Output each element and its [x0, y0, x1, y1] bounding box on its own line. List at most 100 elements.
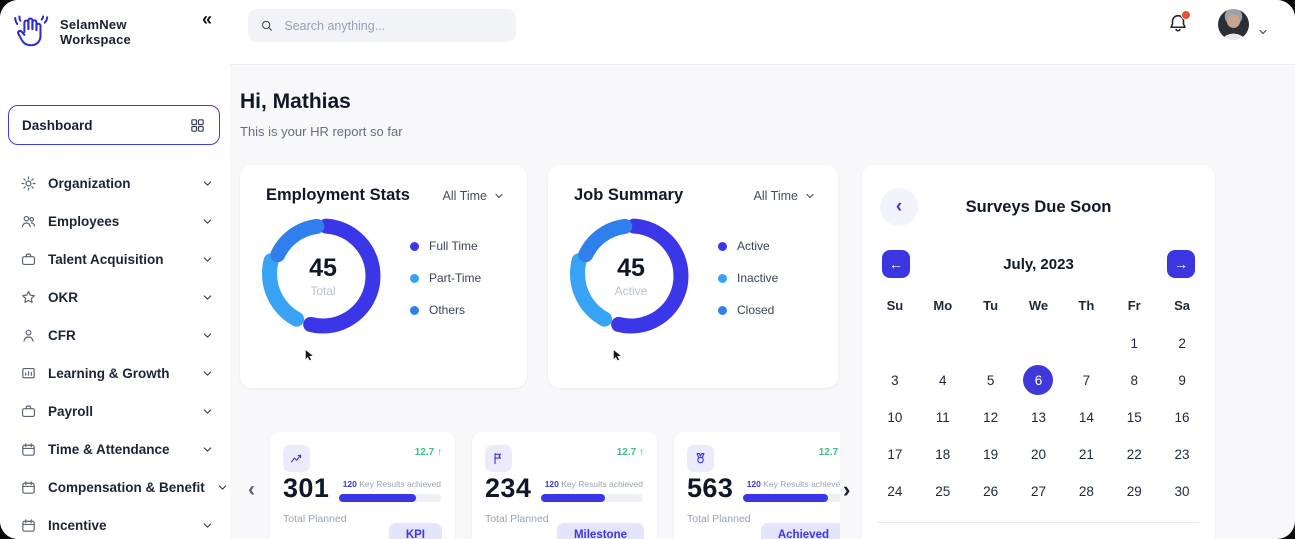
time-filter-dropdown[interactable]: All Time	[443, 189, 505, 203]
search-input[interactable]	[282, 17, 504, 34]
calendar-day-header: Tu	[983, 298, 999, 313]
sidebar-collapse-button[interactable]: «	[202, 9, 213, 29]
okr-total-label: Total Planned	[485, 513, 549, 525]
donut-total-value: 45	[617, 254, 645, 282]
okr-card-milestone[interactable]: 12.7 ↑ 234 Total Planned 120 Key Results ac…	[472, 432, 657, 539]
sidebar-item-label: Compensation & Benefit	[48, 479, 205, 495]
okr-card-achieved[interactable]: 12.7 ↑ 563 Total Planned 120 Key Results ac…	[674, 432, 840, 539]
calendar-day-4[interactable]: 4	[939, 372, 947, 388]
employment-donut-chart: 45 Total	[256, 209, 390, 343]
category-badge[interactable]: Milestone	[556, 523, 644, 539]
time-filter-value: All Time	[442, 188, 487, 203]
key-results-achieved: 120 Key Results achieved	[747, 479, 840, 489]
okr-card-kpi[interactable]: 12.7 ↑ 301 Total Planned 120 Key Results ac…	[270, 432, 455, 539]
card-title: Employment Stats	[266, 186, 410, 204]
sidebar-item-payroll[interactable]: Payroll	[0, 392, 230, 430]
back-button[interactable]: ‹	[880, 188, 918, 226]
calendar-day-17[interactable]: 17	[887, 446, 903, 462]
calendar-day-27[interactable]: 27	[1030, 483, 1046, 499]
sidebar: SelamNew Workspace « Dashboard Organizat…	[0, 0, 230, 539]
legend-item-others: Others	[410, 303, 481, 317]
next-month-button[interactable]: →	[1167, 250, 1195, 278]
calendar-day-header: Sa	[1174, 298, 1191, 313]
calendar-day-16[interactable]: 16	[1174, 409, 1190, 425]
sidebar-item-talent-acquisition[interactable]: Talent Acquisition	[0, 240, 230, 278]
delta-badge: 12.7 ↑	[414, 447, 442, 458]
chevron-down-icon	[493, 190, 505, 202]
calendar-cell-empty	[1015, 328, 1063, 358]
mouse-cursor-icon	[303, 349, 316, 364]
time-filter-dropdown[interactable]: All Time	[754, 189, 816, 203]
calendar-day-14[interactable]: 14	[1078, 409, 1094, 425]
legend-dot	[718, 305, 727, 315]
user-avatar[interactable]	[1218, 9, 1249, 40]
calendar-day-10[interactable]: 10	[887, 409, 903, 425]
star-icon	[20, 289, 37, 306]
surveys-due-soon-card: ‹ Surveys Due Soon ← July, 2023 → Su Mo Tu…	[862, 165, 1215, 539]
prev-month-button[interactable]: ←	[882, 250, 910, 278]
notification-bell-icon[interactable]	[1167, 10, 1191, 34]
calendar-day-3[interactable]: 3	[891, 372, 899, 388]
chevron-down-icon	[201, 405, 214, 418]
person-icon	[20, 327, 37, 344]
legend-item-active: Active	[718, 239, 778, 253]
chevron-down-icon	[804, 190, 816, 202]
search-box[interactable]	[248, 9, 516, 42]
calendar-day-26[interactable]: 26	[983, 483, 999, 499]
achieved-label: Key Results achieved	[359, 479, 441, 489]
achieved-label: Key Results achieved	[763, 479, 840, 489]
chevron-down-icon	[201, 215, 214, 228]
sidebar-item-incentive[interactable]: Incentive	[0, 506, 230, 539]
calendar-day-25[interactable]: 25	[935, 483, 951, 499]
sidebar-item-employees[interactable]: Employees	[0, 202, 230, 240]
sidebar-item-time-and-attendance[interactable]: Time & Attendance	[0, 430, 230, 468]
calendar-day-28[interactable]: 28	[1078, 483, 1094, 499]
legend-item-part-time: Part-Time	[410, 271, 481, 285]
legend-dot	[410, 305, 419, 315]
calendar-day-22[interactable]: 22	[1126, 446, 1142, 462]
category-badge[interactable]: KPI	[388, 523, 442, 539]
chevron-down-icon	[201, 177, 214, 190]
calendar-day-19[interactable]: 19	[983, 446, 999, 462]
okr-total-label: Total Planned	[283, 513, 347, 525]
calendar-day-23[interactable]: 23	[1174, 446, 1190, 462]
calendar-day-13[interactable]: 13	[1030, 409, 1046, 425]
calendar-day-21[interactable]: 21	[1078, 446, 1094, 462]
user-menu-chevron-icon[interactable]	[1257, 26, 1269, 38]
sidebar-item-learning-and-growth[interactable]: Learning & Growth	[0, 354, 230, 392]
grid-icon	[189, 117, 206, 134]
calendar-day-1[interactable]: 1	[1130, 335, 1138, 351]
okr-total-value: 234	[485, 473, 532, 503]
donut-segment	[573, 218, 689, 334]
calendar-day-8[interactable]: 8	[1130, 372, 1138, 388]
briefcase-icon	[20, 251, 37, 268]
sidebar-item-compensation-and-benefit[interactable]: Compensation & Benefit	[0, 468, 230, 506]
calendar-day-headers: Su Mo Tu We Th Fr Sa	[871, 298, 1206, 313]
legend-item-closed: Closed	[718, 303, 778, 317]
calendar-day-15[interactable]: 15	[1126, 409, 1142, 425]
sidebar-item-organization[interactable]: Organization	[0, 164, 230, 202]
legend-item-inactive: Inactive	[718, 271, 778, 285]
sidebar-item-cfr[interactable]: CFR	[0, 316, 230, 354]
calendar-day-18[interactable]: 18	[935, 446, 951, 462]
calendar-day-9[interactable]: 9	[1178, 372, 1186, 388]
calendar-day-11[interactable]: 11	[935, 409, 950, 425]
calendar-day-20[interactable]: 20	[1030, 446, 1046, 462]
progress-bar	[339, 494, 441, 502]
key-results-achieved: 120 Key Results achieved	[343, 479, 441, 489]
sidebar-item-okr[interactable]: OKR	[0, 278, 230, 316]
calendar-day-selected[interactable]: 6	[1023, 365, 1054, 395]
calendar-day-header: Mo	[933, 298, 953, 313]
calendar-day-5[interactable]: 5	[986, 372, 995, 388]
sidebar-item-dashboard[interactable]: Dashboard	[8, 105, 220, 145]
carousel-next-icon[interactable]: ›	[843, 477, 851, 502]
category-badge[interactable]: Achieved	[760, 523, 840, 539]
carousel-prev-icon[interactable]: ‹	[248, 478, 255, 501]
calendar-day-7[interactable]: 7	[1082, 372, 1091, 388]
calendar-day-29[interactable]: 29	[1126, 483, 1142, 499]
calendar-day-2[interactable]: 2	[1178, 335, 1186, 351]
calendar-day-30[interactable]: 30	[1174, 483, 1190, 499]
calendar-day-24[interactable]: 24	[887, 483, 903, 499]
calendar-day-12[interactable]: 12	[983, 409, 999, 425]
